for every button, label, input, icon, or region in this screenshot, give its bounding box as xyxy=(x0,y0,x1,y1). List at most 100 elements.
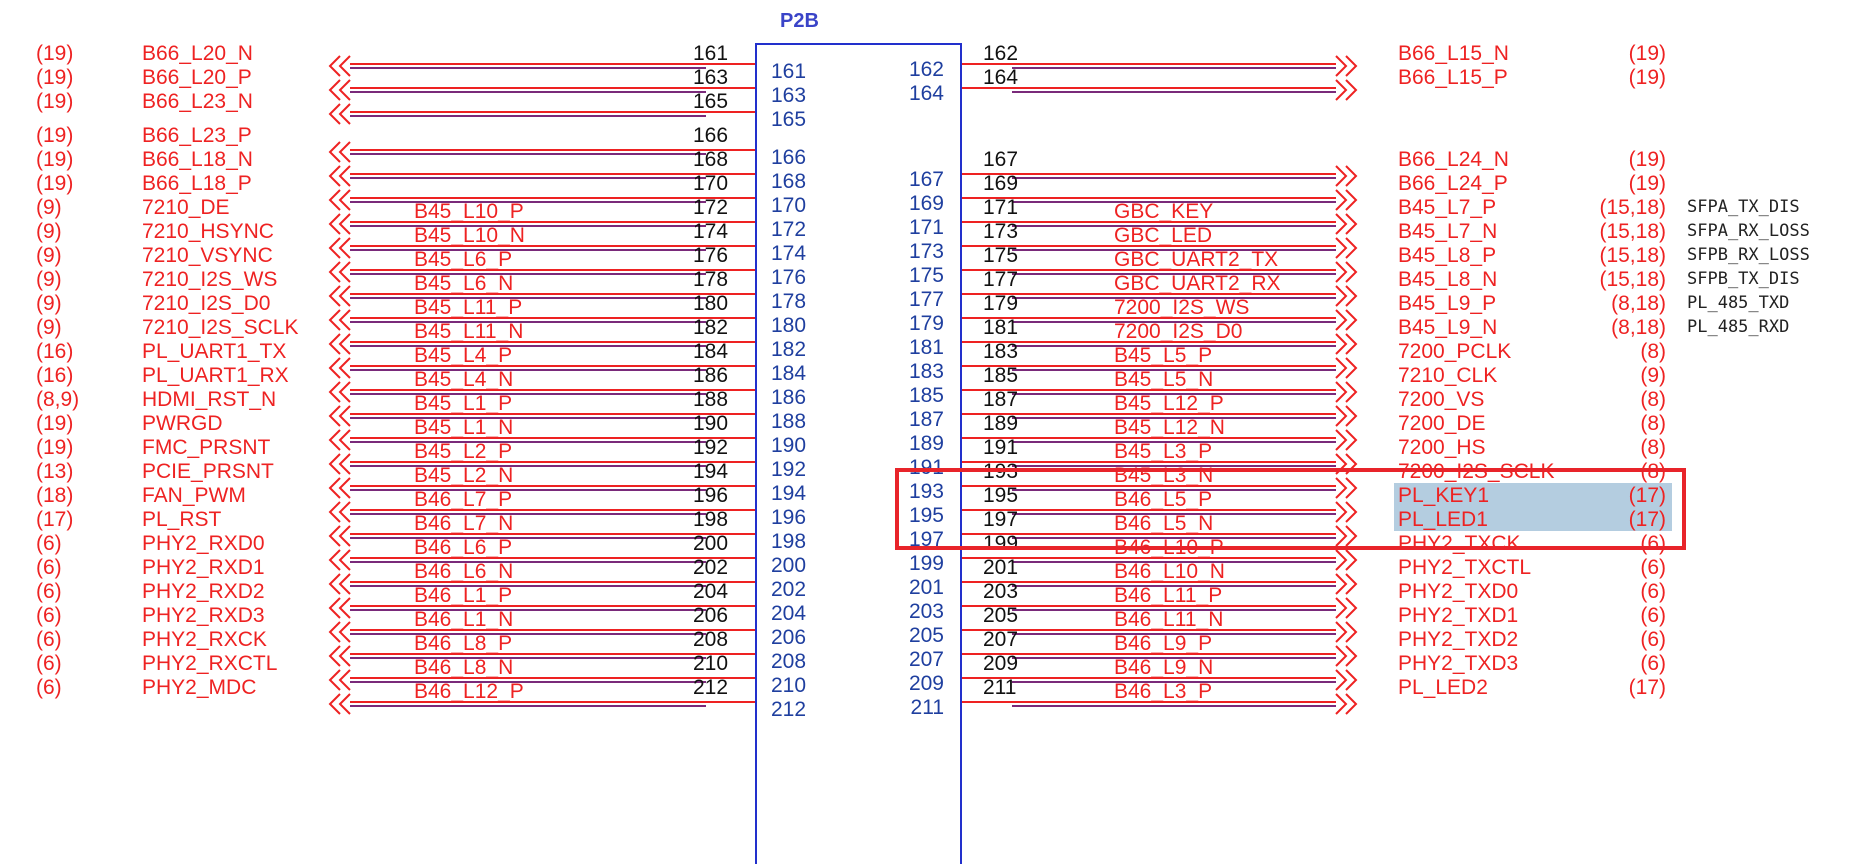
right-inner-pin-23: 209 xyxy=(909,672,944,695)
right-pin-14: 191 xyxy=(983,436,1018,459)
left-inner-pin-14: 188 xyxy=(771,410,806,433)
left-ref-6: (9) xyxy=(36,196,62,219)
left-offpage-arrow-1 xyxy=(328,79,351,101)
right-inner-pin-22: 207 xyxy=(909,648,944,671)
right-mid-net-9: 7200_I2S_D0 xyxy=(1114,320,1242,343)
left-pin-14: 188 xyxy=(693,388,728,411)
left-inner-pin-6: 172 xyxy=(771,218,806,241)
right-net-label-3: B66_L24_P xyxy=(1398,172,1508,195)
left-inner-pin-3: 166 xyxy=(771,146,806,169)
right-mid-net-10: B45_L5_P xyxy=(1114,344,1212,367)
left-ref-26: (6) xyxy=(36,676,62,699)
right-mid-net-15: B45_L3_N xyxy=(1114,464,1213,487)
right-note-6: SFPB_RX_LOSS xyxy=(1687,245,1810,265)
right-mid-net-8: 7200_I2S_WS xyxy=(1114,296,1249,319)
right-mid-net-5: GBC_LED xyxy=(1114,224,1212,247)
left-pin-23: 206 xyxy=(693,604,728,627)
right-offpage-arrow-22 xyxy=(1335,645,1358,667)
right-inner-pin-9: 181 xyxy=(909,336,944,359)
left-offpage-arrow-7 xyxy=(328,237,351,259)
label-layer: (19) B66_L20_N 161 161 (19) B66_L20_P 163 163 (1… xyxy=(36,42,1810,721)
left-pin-11: 182 xyxy=(693,316,728,339)
right-offpage-arrow-17 xyxy=(1335,525,1358,547)
left-net-label-15: PWRGD xyxy=(142,412,223,435)
right-offpage-arrow-23 xyxy=(1335,669,1358,691)
left-mid-net-11: B45_L11_N xyxy=(414,320,523,343)
left-pin-0: 161 xyxy=(693,42,728,65)
right-offpage-arrow-8 xyxy=(1335,309,1358,331)
right-pin-6: 175 xyxy=(983,244,1018,267)
left-mid-net-25: B46_L8_N xyxy=(414,656,513,679)
left-ref-12: (16) xyxy=(36,340,73,363)
right-net-label-18: PHY2_TXCK xyxy=(1398,532,1521,555)
left-mid-net-20: B46_L6_P xyxy=(414,536,512,559)
left-inner-pin-4: 168 xyxy=(771,170,806,193)
left-ref-11: (9) xyxy=(36,316,62,339)
left-ref-18: (18) xyxy=(36,484,73,507)
left-ref-10: (9) xyxy=(36,292,62,315)
right-pin-2: 167 xyxy=(983,148,1018,171)
right-ref-6: (15,18) xyxy=(1599,244,1666,267)
right-pin-23: 209 xyxy=(983,652,1018,675)
left-pin-12: 184 xyxy=(693,340,728,363)
left-mid-net-7: B45_L10_N xyxy=(414,224,525,247)
right-inner-pin-3: 169 xyxy=(909,192,944,215)
right-net-label-17: PL_LED1 xyxy=(1398,508,1488,531)
left-inner-pin-17: 194 xyxy=(771,482,806,505)
right-net-label-8: B45_L9_P xyxy=(1398,292,1496,315)
left-mid-net-19: B46_L7_N xyxy=(414,512,513,535)
left-pin-1: 163 xyxy=(693,66,728,89)
left-offpage-arrow-16 xyxy=(328,453,351,475)
right-mid-net-6: GBC_UART2_TX xyxy=(1114,248,1278,271)
right-net-label-10: 7200_PCLK xyxy=(1398,340,1511,363)
right-net-label-4: B45_L7_P xyxy=(1398,196,1496,219)
right-pin-9: 181 xyxy=(983,316,1018,339)
right-ref-1: (19) xyxy=(1629,66,1666,89)
right-mid-net-16: B46_L5_P xyxy=(1114,488,1212,511)
left-offpage-arrow-23 xyxy=(328,621,351,643)
left-mid-net-6: B45_L10_P xyxy=(414,200,524,223)
left-offpage-arrow-5 xyxy=(328,189,351,211)
left-net-label-17: PCIE_PRSNT xyxy=(142,460,274,483)
right-inner-pin-12: 187 xyxy=(909,408,944,431)
left-offpage-arrow-3 xyxy=(328,141,351,163)
right-pin-10: 183 xyxy=(983,340,1018,363)
right-ref-18: (6) xyxy=(1640,532,1666,555)
left-net-label-20: PHY2_RXD0 xyxy=(142,532,265,555)
right-inner-pin-1: 164 xyxy=(909,82,944,105)
left-pin-6: 172 xyxy=(693,196,728,219)
right-mid-net-21: B46_L11_N xyxy=(1114,608,1223,631)
right-inner-pin-6: 175 xyxy=(909,264,944,287)
right-ref-0: (19) xyxy=(1629,42,1666,65)
right-inner-pin-14: 191 xyxy=(909,456,944,479)
right-offpage-arrow-1 xyxy=(1335,79,1358,101)
right-offpage-arrow-12 xyxy=(1335,405,1358,427)
right-inner-pin-16: 195 xyxy=(909,504,944,527)
left-mid-net-12: B45_L4_P xyxy=(414,344,512,367)
left-net-label-1: B66_L20_P xyxy=(142,66,252,89)
left-net-label-11: 7210_I2S_SCLK xyxy=(142,316,298,339)
left-offpage-arrow-0 xyxy=(328,55,351,77)
right-inner-pin-20: 203 xyxy=(909,600,944,623)
right-offpage-arrow-5 xyxy=(1335,237,1358,259)
right-offpage-arrow-13 xyxy=(1335,429,1358,451)
left-net-label-19: PL_RST xyxy=(142,508,222,531)
left-offpage-arrow-11 xyxy=(328,333,351,355)
right-pin-11: 185 xyxy=(983,364,1018,387)
left-mid-net-9: B45_L6_N xyxy=(414,272,513,295)
right-ref-5: (15,18) xyxy=(1599,220,1666,243)
right-ref-7: (15,18) xyxy=(1599,268,1666,291)
connector-body xyxy=(755,43,962,864)
right-pin-12: 187 xyxy=(983,388,1018,411)
right-pin-20: 203 xyxy=(983,580,1018,603)
right-net-label-7: B45_L8_N xyxy=(1398,268,1497,291)
left-pin-20: 200 xyxy=(693,532,728,555)
right-ref-19: (6) xyxy=(1640,556,1666,579)
left-net-label-16: FMC_PRSNT xyxy=(142,436,271,459)
right-note-9: PL_485_RXD xyxy=(1687,317,1789,337)
left-ref-1: (19) xyxy=(36,66,73,89)
right-offpage-arrow-10 xyxy=(1335,357,1358,379)
right-ref-23: (6) xyxy=(1640,652,1666,675)
left-offpage-arrow-20 xyxy=(328,549,351,571)
